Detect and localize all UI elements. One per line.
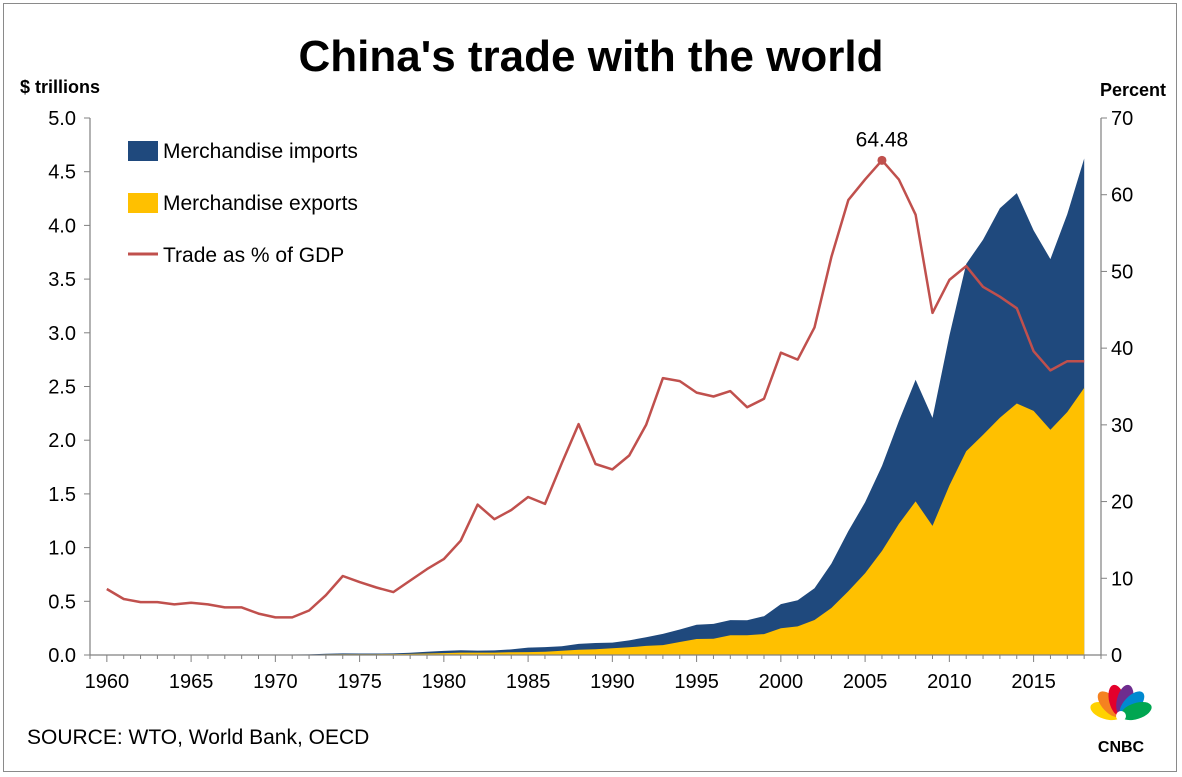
right-tick-label: 40 [1111,338,1133,360]
x-tick-label: 1965 [169,671,214,693]
left-tick-label: 0.0 [48,645,76,667]
left-tick-label: 3.0 [48,323,76,345]
x-tick-label: 1970 [253,671,298,693]
legend-imports-label: Merchandise imports [163,140,358,163]
chart-title: China's trade with the world [298,32,884,81]
right-tick-label: 10 [1111,568,1133,590]
x-tick-label: 2010 [927,671,972,693]
source-note: SOURCE: WTO, World Bank, OECD [27,726,370,749]
peak-marker [877,155,887,165]
chart-frame [3,3,1177,772]
left-tick-label: 3.5 [48,269,76,291]
peak-label: 64.48 [856,128,909,151]
left-tick-label: 4.5 [48,162,76,184]
legend-exports-label: Merchandise exports [163,192,358,215]
left-tick-label: 1.5 [48,484,76,506]
legend-imports-swatch [128,141,158,161]
x-tick-label: 1990 [590,671,635,693]
left-tick-label: 1.0 [48,538,76,560]
exports-area [106,387,1085,655]
left-axis-label: $ trillions [20,77,101,97]
x-tick-label: 1985 [506,671,551,693]
right-tick-label: 70 [1111,108,1133,130]
right-tick-label: 30 [1111,415,1133,437]
left-tick-label: 4.0 [48,215,76,237]
right-tick-label: 60 [1111,185,1133,207]
x-tick-label: 1980 [422,671,467,693]
peacock-body [1116,711,1126,721]
right-axis-label: Percent [1099,80,1166,100]
x-tick-label: 2015 [1011,671,1056,693]
x-tick-label: 2000 [759,671,804,693]
right-tick-label: 50 [1111,261,1133,283]
legend-exports-swatch [128,193,158,213]
x-tick-label: 1995 [674,671,719,693]
x-tick-label: 1975 [337,671,382,693]
left-tick-label: 5.0 [48,108,76,130]
right-tick-label: 20 [1111,492,1133,514]
right-tick-label: 0 [1111,645,1122,667]
legend-gdp-label: Trade as % of GDP [163,244,344,267]
x-tick-label: 2005 [843,671,888,693]
left-tick-label: 2.5 [48,377,76,399]
x-tick-label: 1960 [85,671,130,693]
cnbc-logo-text: CNBC [1098,739,1145,756]
left-tick-label: 2.0 [48,430,76,452]
peacock-feather [1120,701,1152,721]
trade-gdp-line [106,159,1085,619]
left-tick-label: 0.5 [48,591,76,613]
